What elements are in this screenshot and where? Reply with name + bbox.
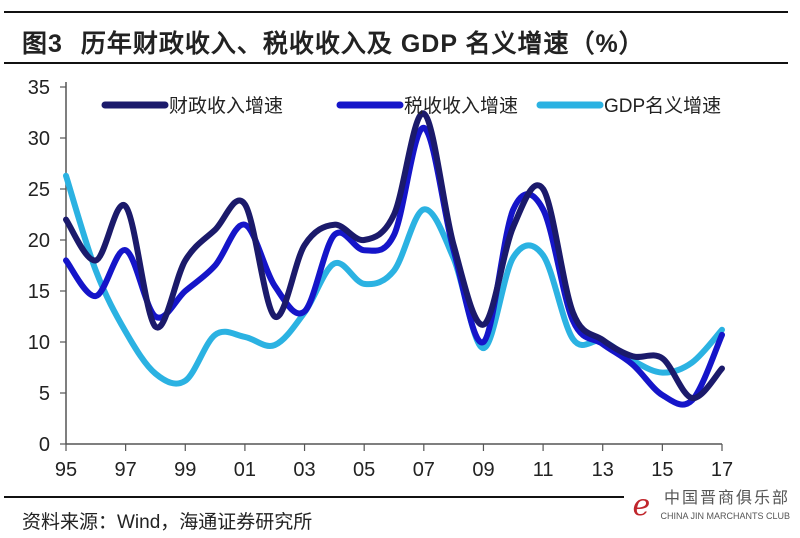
legend-label-1: 财政收入增速 bbox=[169, 95, 283, 117]
legend-label-3: GDP名义增速 bbox=[604, 95, 721, 117]
series-line-2 bbox=[63, 124, 725, 408]
x-tick-label: 05 bbox=[353, 459, 375, 481]
chart-title: 图3 历年财政收入、税收收入及 GDP 名义增速（%） bbox=[22, 24, 645, 60]
y-tick-label: 25 bbox=[28, 179, 50, 201]
x-tick-label: 97 bbox=[115, 459, 137, 481]
y-tick-label: 10 bbox=[28, 332, 50, 354]
x-tick-label: 15 bbox=[651, 459, 673, 481]
y-tick-label: 5 bbox=[39, 383, 50, 405]
x-tick-label: 07 bbox=[413, 459, 435, 481]
top-rule bbox=[4, 11, 788, 13]
series-line-1 bbox=[63, 110, 725, 402]
title-rule bbox=[4, 62, 788, 64]
y-tick-label: 35 bbox=[28, 77, 50, 99]
y-tick-label: 20 bbox=[28, 230, 50, 252]
legend-label-2: 税收收入增速 bbox=[404, 95, 518, 117]
y-tick-label: 0 bbox=[39, 434, 50, 456]
y-tick-label: 30 bbox=[28, 128, 50, 150]
x-tick-label: 09 bbox=[472, 459, 494, 481]
x-tick-label: 11 bbox=[533, 459, 554, 481]
y-tick-label: 15 bbox=[28, 281, 50, 303]
figure-number: 图3 bbox=[22, 30, 63, 58]
watermark-logo: e 中国晋商俱乐部 CHINA JIN MARCHANTS CLUB bbox=[632, 484, 790, 523]
source-note: 资料来源：Wind，海通证券研究所 bbox=[22, 512, 313, 533]
x-tick-label: 13 bbox=[592, 459, 614, 481]
x-tick-label: 17 bbox=[711, 459, 733, 481]
x-tick-label: 99 bbox=[174, 459, 196, 481]
watermark-en: CHINA JIN MARCHANTS CLUB bbox=[660, 511, 790, 521]
x-tick-label: 03 bbox=[293, 459, 315, 481]
x-tick-label: 01 bbox=[234, 459, 256, 481]
figure-title: 历年财政收入、税收收入及 GDP 名义增速（%） bbox=[80, 30, 645, 58]
watermark-cn: 中国晋商俱乐部 bbox=[663, 490, 790, 507]
logo-e-icon: e bbox=[632, 488, 651, 523]
footer-rule bbox=[4, 496, 624, 498]
x-tick-label: 95 bbox=[55, 459, 77, 481]
